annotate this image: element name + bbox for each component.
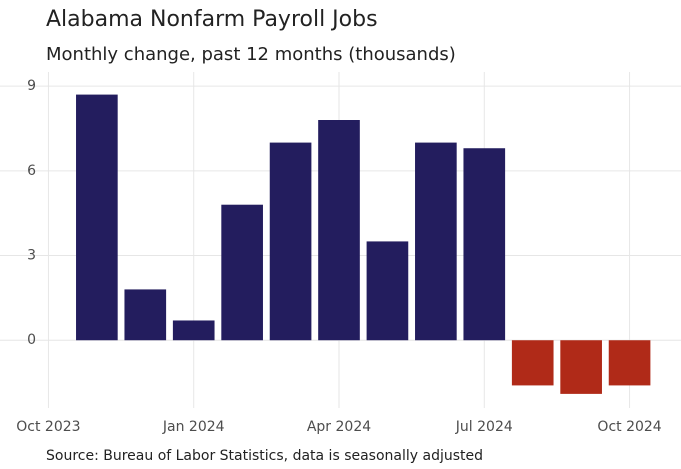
bar [366,241,409,341]
x-tick-label: Oct 2023 [16,419,80,435]
bar [221,204,263,341]
bar [124,289,167,341]
y-tick-label: 6 [27,163,36,179]
caption: Source: Bureau of Labor Statistics, data… [46,448,483,464]
bar [415,142,457,341]
y-tick-label: 0 [27,332,36,348]
bar [560,340,602,394]
y-tick-label: 9 [27,78,36,94]
x-tick-label: Jan 2024 [162,419,225,435]
bar [511,340,554,386]
bar [76,94,118,341]
bar [463,148,506,341]
y-tick-label: 3 [27,248,36,264]
bar [318,120,360,341]
x-tick-label: Jul 2024 [455,419,513,435]
chart-subtitle: Monthly change, past 12 months (thousand… [46,44,456,65]
bar [608,340,651,386]
x-tick-label: Apr 2024 [307,419,371,435]
bar [172,320,215,341]
x-tick-label: Oct 2024 [597,419,661,435]
bar [269,142,312,341]
chart-title: Alabama Nonfarm Payroll Jobs [46,7,378,32]
